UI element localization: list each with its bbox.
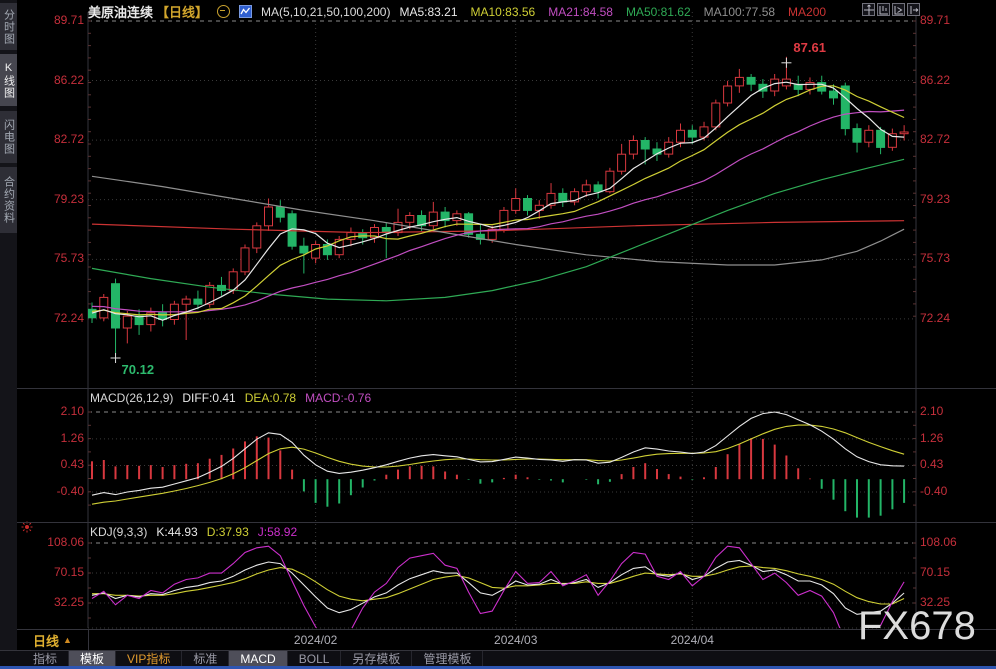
tab-8[interactable]: 管理模板 (412, 651, 484, 669)
left-toolbar: 分时图 K线图闪电图合约资料 (0, 0, 17, 650)
price-axis-label: 89.71 (53, 13, 84, 27)
sidebar-item-4[interactable]: 合约资料 (0, 167, 17, 233)
price-axis-label: 72.24 (920, 310, 951, 325)
indicator-value: D:37.93 (206, 525, 249, 539)
macd-axis-label: -0.40 (56, 484, 84, 498)
kdj-axis-label: 108.06 (47, 535, 84, 549)
macd-axis-label: 2.10 (60, 404, 84, 418)
tab-4[interactable]: 标准 (182, 651, 230, 669)
high-price-annotation: 87.61 (793, 39, 826, 55)
macd-legend: MACD(26,12,9) DIFF:0.41 DEA:0.78 MACD:-0.7… (90, 391, 371, 405)
price-axis-label: 82.72 (920, 132, 951, 147)
macd-title: MACD(26,12,9) (90, 391, 174, 405)
tab-3[interactable]: VIP指标 (116, 651, 183, 669)
panel-divider (17, 388, 996, 389)
indicator-value: DIFF:0.41 (182, 391, 236, 405)
date-label: 2024/04 (670, 633, 714, 647)
kdj-axis-label: 70.15 (53, 565, 84, 579)
macd-axis-label: 0.43 (920, 457, 944, 472)
chart-header: 美原油连续 【日线】 MA(5,10,21,50,100,200) MA5:83.… (88, 3, 826, 21)
axis-panel-icon[interactable] (877, 3, 890, 16)
low-price-annotation: 70.12 (121, 362, 155, 377)
collapse-icon[interactable] (217, 5, 231, 18)
ma-legend-item: MA21:84.58 (548, 4, 613, 19)
macd-axis-label: 0.43 (60, 457, 84, 472)
bottom-tab-bar: 指标 模板 VIP指标 标准 MACD BOLL 另存模板 管理模板 (0, 650, 996, 669)
chart-type-icon[interactable] (239, 5, 253, 18)
indicator-value: J:58.92 (257, 525, 298, 539)
ma-legend-item: MA100:77.58 (703, 4, 776, 19)
period-selector-label: 日线 (33, 633, 60, 649)
date-label: 2024/02 (293, 633, 338, 647)
panel-divider (17, 522, 996, 523)
price-axis-label: 75.73 (920, 251, 951, 266)
time-axis-row: 日线 ▲ (17, 629, 996, 650)
crosshair-icon[interactable] (862, 3, 875, 16)
dock-right-icon[interactable] (907, 3, 920, 16)
price-axis-label: 75.73 (53, 251, 84, 266)
playback-icon[interactable] (892, 3, 905, 16)
ma-legend-item: MA200 (788, 4, 827, 19)
period-selector[interactable]: 日线 ▲ (17, 630, 89, 650)
ma-legend-item: MA5:83.21 (399, 4, 458, 19)
macd-axis-label: 1.26 (60, 430, 84, 445)
indicator-value: DEA:0.78 (244, 391, 297, 405)
macd-axis-label: 2.10 (920, 404, 944, 418)
tab-5[interactable]: MACD (229, 651, 288, 669)
kdj-legend: KDJ(9,3,3) K:44.93 D:37.93 J:58.92 (90, 525, 297, 539)
ma-group-label: MA(5,10,21,50,100,200) (261, 4, 391, 19)
tab-2[interactable]: 模板 (69, 651, 117, 669)
kdj-axis-label: 70.15 (920, 565, 951, 579)
price-axis-label: 82.72 (53, 132, 84, 147)
chart-toolbar (862, 3, 920, 16)
symbol-name: 美原油连续 (88, 5, 154, 20)
kdj-axis-label: 108.06 (920, 535, 957, 549)
watermark: FX678 (858, 604, 976, 648)
ma-legend-item: MA50:81.62 (625, 4, 691, 19)
date-label: 2024/03 (494, 633, 538, 647)
indicator-value: K:44.93 (156, 525, 198, 539)
price-axis-label: 79.23 (920, 191, 951, 206)
ma-legend: MA5:83.21 MA10:83.56 MA21:84.58 MA50:81.62 M… (399, 5, 826, 19)
price-axis-label: 86.22 (920, 72, 951, 87)
tab-1[interactable]: 指标 (22, 651, 70, 669)
kdj-axis-label: 32.25 (920, 595, 951, 609)
indicator-value: MACD:-0.76 (305, 391, 372, 405)
period-label: 【日线】 (156, 5, 209, 20)
sidebar-item-1[interactable]: 分时图 (0, 3, 17, 50)
ma-legend-item: MA10:83.56 (470, 4, 536, 19)
macd-axis-label: 1.26 (920, 430, 944, 445)
price-axis-label: 89.71 (920, 13, 951, 27)
sidebar-item-3[interactable]: 闪电图 (0, 111, 17, 163)
tab-7[interactable]: 另存模板 (341, 651, 413, 669)
sidebar-item-2[interactable]: K线图 (0, 54, 17, 106)
bottom-accent-bar (0, 666, 996, 669)
tab-6[interactable]: BOLL (288, 651, 342, 669)
kdj-title: KDJ(9,3,3) (90, 525, 148, 539)
kdj-axis-label: 32.25 (53, 595, 84, 609)
price-axis-label: 79.23 (53, 191, 84, 206)
triangle-up-icon: ▲ (63, 635, 72, 645)
macd-axis-label: -0.40 (920, 484, 948, 498)
price-axis-label: 72.24 (53, 310, 84, 325)
price-axis-label: 86.22 (53, 72, 84, 87)
